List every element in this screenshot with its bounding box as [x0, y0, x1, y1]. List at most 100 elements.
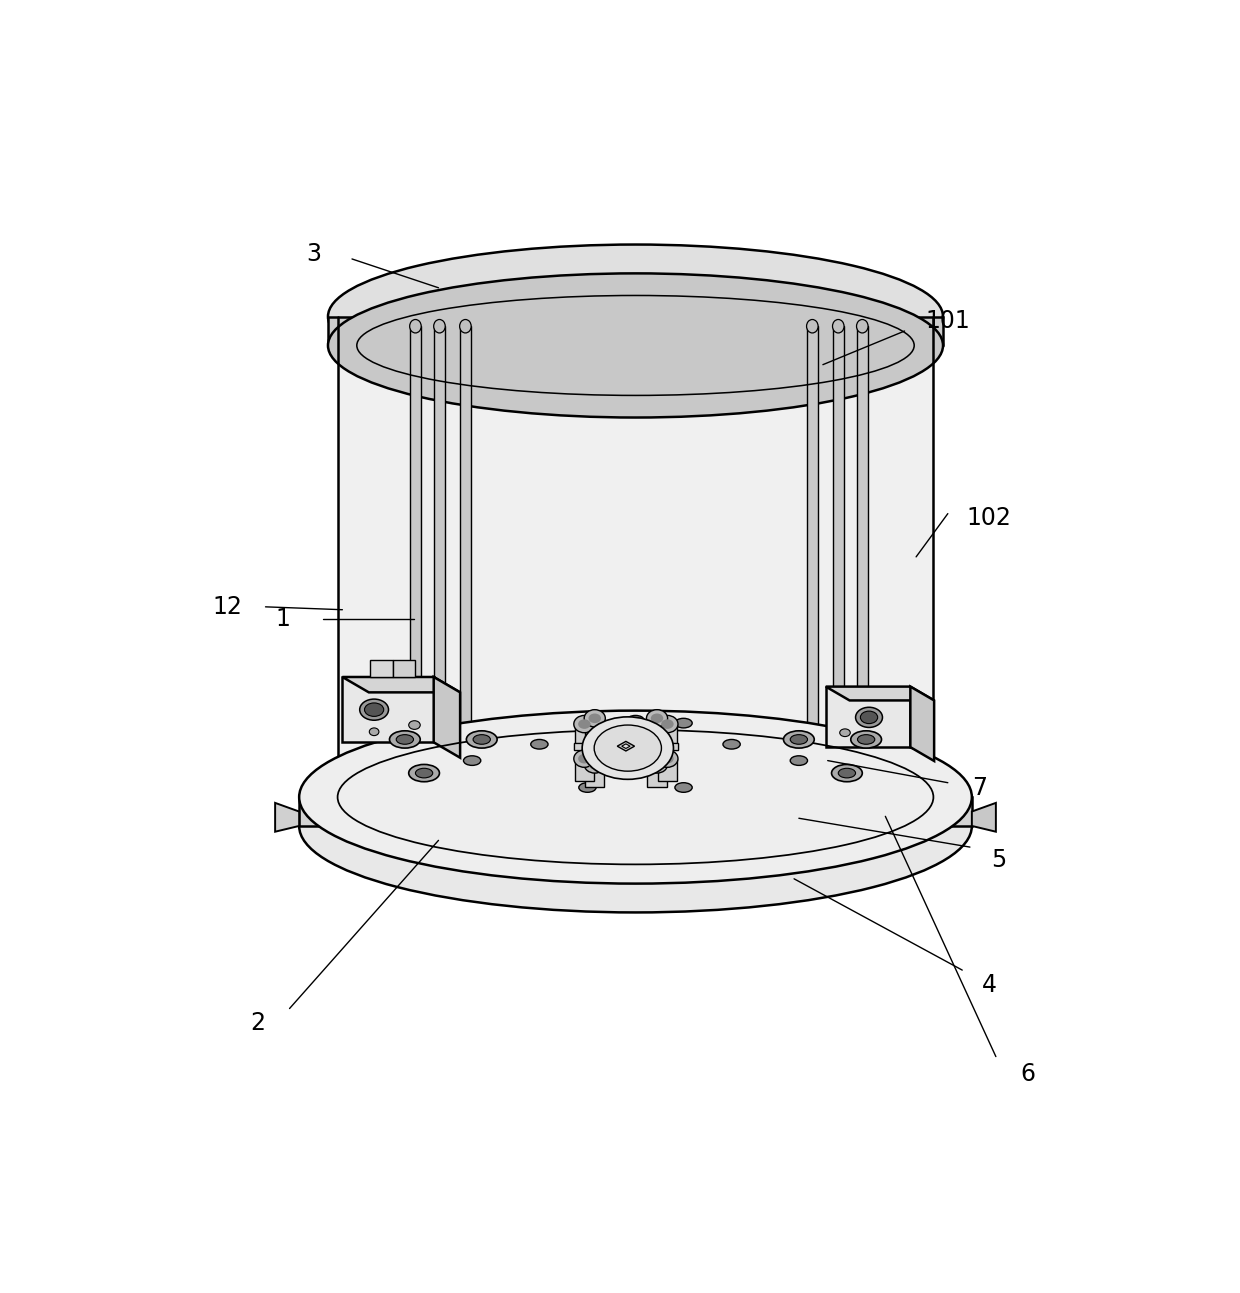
Ellipse shape — [651, 759, 663, 769]
Ellipse shape — [851, 731, 882, 749]
Polygon shape — [434, 678, 460, 758]
Polygon shape — [599, 732, 608, 736]
Ellipse shape — [723, 740, 740, 749]
Polygon shape — [574, 742, 584, 750]
Polygon shape — [601, 732, 651, 760]
Ellipse shape — [409, 319, 422, 334]
Text: 6: 6 — [1021, 1062, 1035, 1086]
Ellipse shape — [415, 768, 433, 778]
Ellipse shape — [327, 273, 942, 418]
Ellipse shape — [360, 700, 388, 720]
Polygon shape — [619, 742, 634, 750]
Ellipse shape — [589, 714, 601, 723]
Ellipse shape — [832, 764, 862, 782]
Polygon shape — [826, 687, 910, 747]
Ellipse shape — [675, 782, 692, 793]
Ellipse shape — [646, 710, 667, 727]
Ellipse shape — [299, 711, 972, 883]
Ellipse shape — [299, 740, 972, 913]
Polygon shape — [595, 729, 657, 763]
Polygon shape — [620, 718, 632, 723]
Polygon shape — [337, 345, 934, 826]
Ellipse shape — [627, 715, 644, 725]
Polygon shape — [434, 326, 445, 802]
Ellipse shape — [370, 728, 379, 736]
Ellipse shape — [627, 737, 644, 746]
Ellipse shape — [661, 754, 673, 763]
Ellipse shape — [790, 756, 807, 765]
Ellipse shape — [675, 719, 692, 728]
Polygon shape — [657, 724, 677, 746]
Polygon shape — [327, 317, 944, 345]
Polygon shape — [342, 678, 434, 742]
Ellipse shape — [531, 740, 548, 749]
Text: 1: 1 — [275, 608, 290, 631]
Ellipse shape — [651, 714, 663, 723]
Ellipse shape — [579, 719, 596, 728]
Ellipse shape — [832, 319, 844, 334]
Ellipse shape — [434, 319, 445, 334]
Polygon shape — [620, 769, 632, 775]
Ellipse shape — [806, 319, 818, 334]
Ellipse shape — [657, 750, 678, 767]
Polygon shape — [575, 724, 594, 746]
Polygon shape — [599, 756, 608, 762]
Polygon shape — [645, 732, 652, 736]
Polygon shape — [667, 742, 677, 750]
Polygon shape — [645, 756, 652, 762]
Polygon shape — [393, 659, 415, 678]
Ellipse shape — [657, 715, 678, 733]
Ellipse shape — [327, 244, 942, 389]
Polygon shape — [585, 764, 604, 786]
Polygon shape — [647, 719, 667, 741]
Ellipse shape — [460, 319, 471, 334]
Text: 7: 7 — [972, 776, 987, 799]
Text: 102: 102 — [967, 507, 1012, 530]
Text: 2: 2 — [250, 1011, 265, 1034]
Text: 12: 12 — [212, 595, 242, 619]
Ellipse shape — [397, 734, 413, 745]
Ellipse shape — [582, 716, 673, 780]
Ellipse shape — [574, 750, 595, 767]
Ellipse shape — [409, 764, 439, 782]
Ellipse shape — [466, 731, 497, 749]
Polygon shape — [574, 742, 584, 750]
Ellipse shape — [589, 759, 601, 769]
Ellipse shape — [584, 756, 605, 773]
Ellipse shape — [858, 734, 874, 745]
Polygon shape — [667, 742, 677, 750]
Ellipse shape — [646, 756, 667, 773]
Polygon shape — [647, 764, 667, 786]
Ellipse shape — [409, 720, 420, 729]
Text: 5: 5 — [991, 848, 1007, 871]
Ellipse shape — [584, 710, 605, 727]
Ellipse shape — [365, 703, 383, 716]
Ellipse shape — [661, 719, 673, 729]
Polygon shape — [615, 740, 637, 753]
Polygon shape — [972, 803, 996, 831]
Polygon shape — [620, 718, 632, 723]
Ellipse shape — [389, 731, 420, 749]
Ellipse shape — [857, 319, 868, 334]
Ellipse shape — [464, 756, 481, 765]
Ellipse shape — [839, 729, 851, 737]
Polygon shape — [275, 803, 299, 831]
Polygon shape — [620, 769, 632, 775]
Text: 101: 101 — [925, 309, 970, 334]
Ellipse shape — [856, 707, 883, 728]
Polygon shape — [832, 326, 844, 802]
Polygon shape — [599, 756, 608, 762]
Ellipse shape — [409, 796, 422, 808]
Ellipse shape — [434, 796, 445, 808]
Polygon shape — [460, 326, 471, 802]
Polygon shape — [599, 732, 608, 736]
Polygon shape — [606, 736, 646, 758]
Text: 4: 4 — [982, 972, 997, 997]
Polygon shape — [342, 678, 460, 692]
Polygon shape — [657, 759, 677, 781]
Text: 3: 3 — [306, 242, 321, 266]
Polygon shape — [409, 326, 422, 802]
Ellipse shape — [578, 754, 590, 763]
Polygon shape — [621, 743, 630, 749]
Polygon shape — [910, 687, 934, 762]
